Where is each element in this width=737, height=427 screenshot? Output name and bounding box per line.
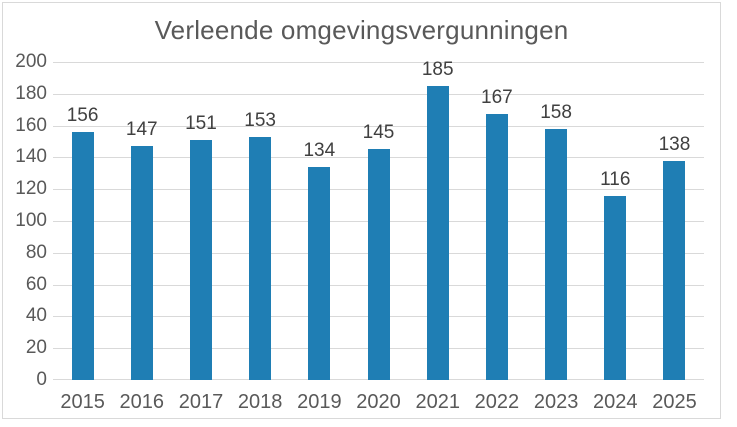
y-tick-label: 200 (15, 51, 47, 72)
bar-group: 158 (527, 103, 586, 380)
bar-value-label: 145 (362, 122, 395, 143)
x-tick-label: 2024 (593, 391, 638, 413)
bar-value-label: 147 (125, 119, 158, 140)
bar-series: 156 147 151 153 134 145 185 167 158 116 138 (53, 60, 704, 380)
bar-value-label: 156 (66, 105, 99, 126)
bar-value-label: 134 (303, 140, 336, 161)
bar-value-label: 151 (185, 113, 217, 134)
x-axis: 2015 2016 2017 2018 2019 2020 2021 2022 2023 2024… (53, 391, 704, 414)
bar-value-label: 138 (658, 134, 691, 155)
y-tick-label: 180 (15, 83, 47, 104)
x-tick-label: 2025 (652, 391, 697, 413)
y-tick-label: 120 (15, 178, 47, 199)
y-tick-label: 0 (36, 369, 47, 390)
bar (71, 132, 94, 380)
x-tick-label: 2017 (178, 391, 224, 413)
bar-group: 134 (290, 141, 349, 380)
x-tick-label: 2018 (237, 391, 283, 413)
bar (545, 129, 568, 380)
y-tick-label: 20 (25, 337, 47, 358)
gridline (53, 126, 704, 127)
chart-title: Verleende omgevingsvergunningen (154, 15, 569, 45)
y-tick-label: 80 (25, 242, 47, 263)
bar (308, 167, 331, 380)
bar-value-label: 158 (540, 102, 572, 123)
bar (249, 137, 272, 380)
bar-group: 138 (645, 135, 704, 380)
plot-area: 156 147 151 153 134 145 185 167 158 116 138 (53, 60, 704, 380)
bar (485, 114, 508, 380)
x-tick-label: 2023 (533, 391, 579, 413)
y-tick-label: 40 (25, 305, 47, 326)
bar-group: 147 (112, 120, 171, 380)
y-tick-label: 160 (15, 115, 47, 136)
bar (367, 149, 390, 380)
bar-group: 167 (467, 88, 526, 380)
bar-chart: Verleende omgevingsvergunningen 0 20 40 60 8… (2, 2, 721, 419)
bar-group: 145 (349, 123, 408, 380)
bar-group: 153 (231, 111, 290, 380)
bar (130, 146, 153, 380)
bar-value-label: 185 (421, 59, 454, 80)
bar (189, 140, 212, 380)
bar-value-label: 167 (481, 87, 513, 108)
bar-group: 156 (53, 106, 112, 380)
y-axis: 0 20 40 60 80 100 120 140 160 180 200 (3, 51, 47, 390)
bar-group: 116 (586, 170, 645, 380)
bar-group: 185 (408, 60, 467, 380)
bar-group: 151 (171, 114, 230, 380)
x-tick-label: 2022 (474, 391, 520, 413)
bar (663, 161, 686, 380)
bar-value-label: 116 (600, 169, 631, 190)
gridline (53, 94, 704, 95)
x-tick-label: 2015 (60, 391, 105, 413)
y-tick-label: 100 (15, 210, 47, 231)
gridline (53, 62, 704, 63)
x-tick-label: 2019 (297, 391, 342, 413)
bar-value-label: 153 (244, 110, 276, 131)
bar (426, 86, 449, 380)
y-tick-label: 140 (15, 146, 47, 167)
x-tick-label: 2021 (415, 391, 460, 413)
y-tick-label: 60 (25, 274, 47, 295)
x-tick-label: 2020 (356, 391, 401, 413)
bar (604, 196, 627, 380)
x-tick-label: 2016 (119, 391, 165, 413)
